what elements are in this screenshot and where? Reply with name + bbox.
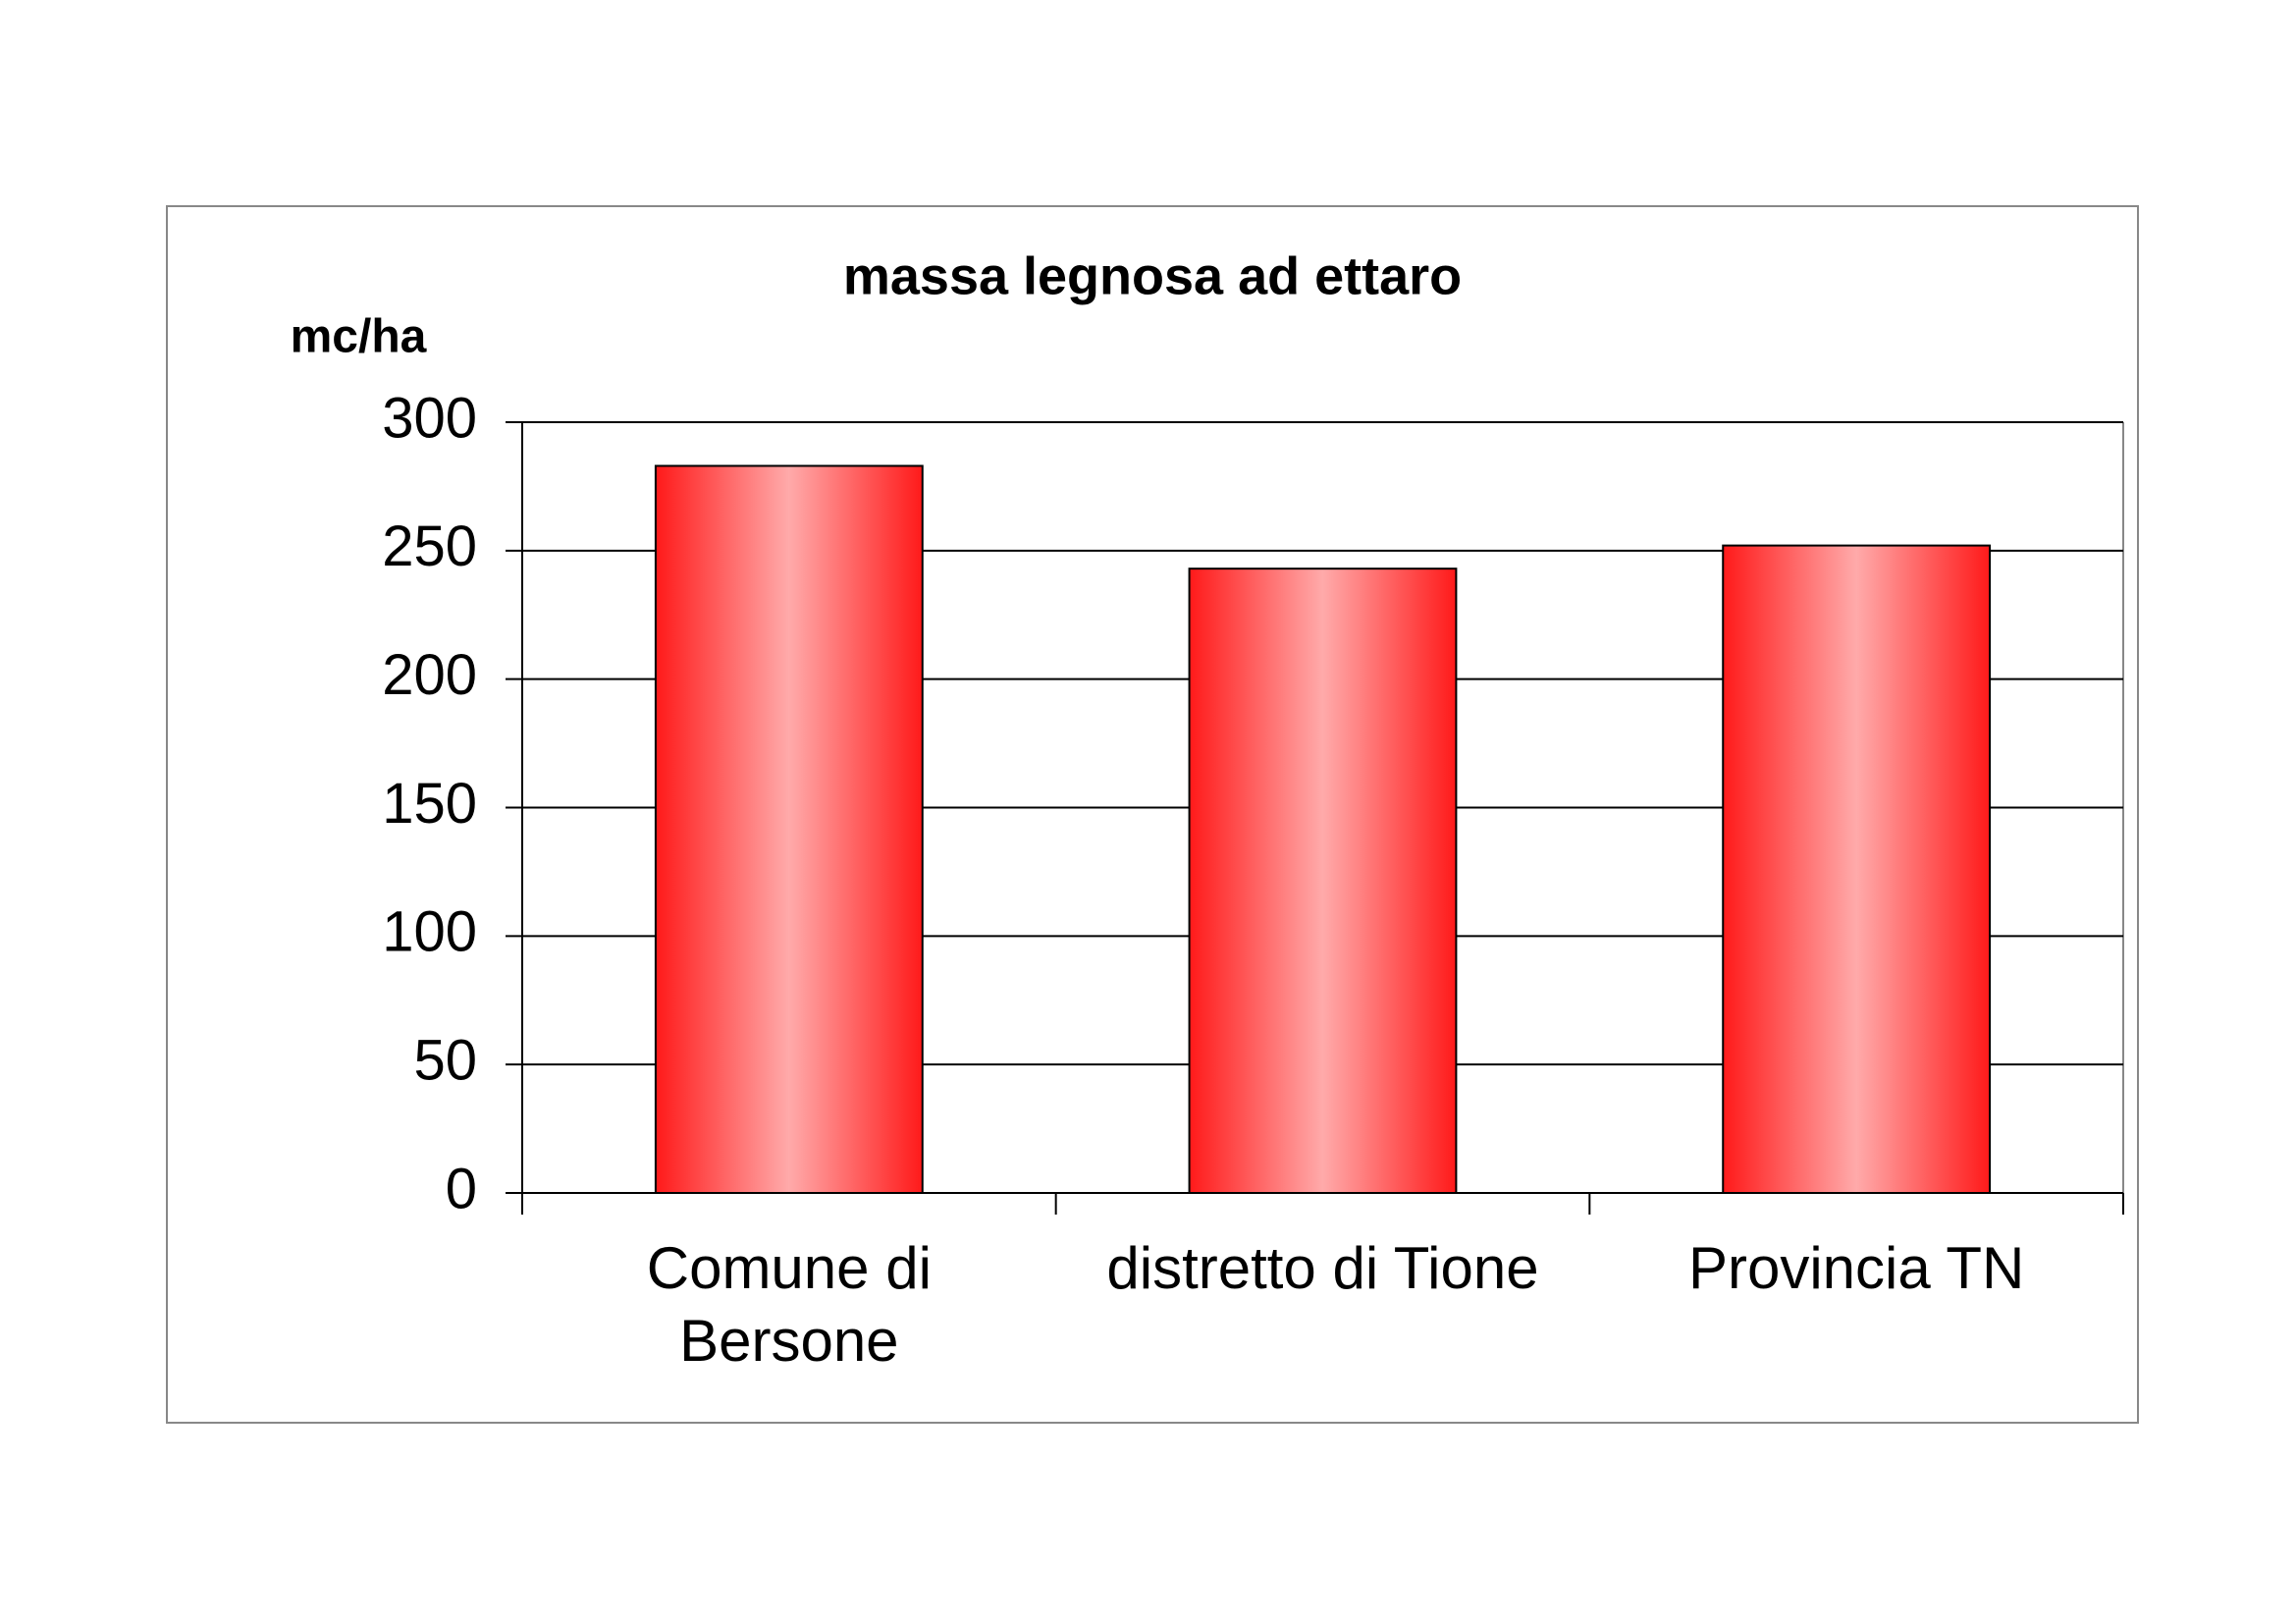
y-tick-label: 0 (446, 1157, 477, 1220)
chart-title: massa legnosa ad ettaro (843, 246, 1462, 305)
bar (1188, 568, 1458, 1194)
bar (654, 464, 924, 1194)
x-tick-label: Comune di Bersone (646, 1235, 932, 1374)
y-tick-label: 150 (382, 772, 477, 836)
y-tick-label: 200 (382, 643, 477, 707)
y-tick-label: 300 (382, 386, 477, 450)
y-axis-label: mc/ha (291, 311, 427, 363)
bar (1722, 544, 1992, 1194)
y-tick-label: 50 (413, 1028, 477, 1092)
x-tick-label: Provincia TN (1687, 1235, 2025, 1301)
y-tick-label: 100 (382, 900, 477, 964)
y-tick-label: 250 (382, 514, 477, 578)
x-tick-label: distretto di Tione (1106, 1235, 1539, 1301)
